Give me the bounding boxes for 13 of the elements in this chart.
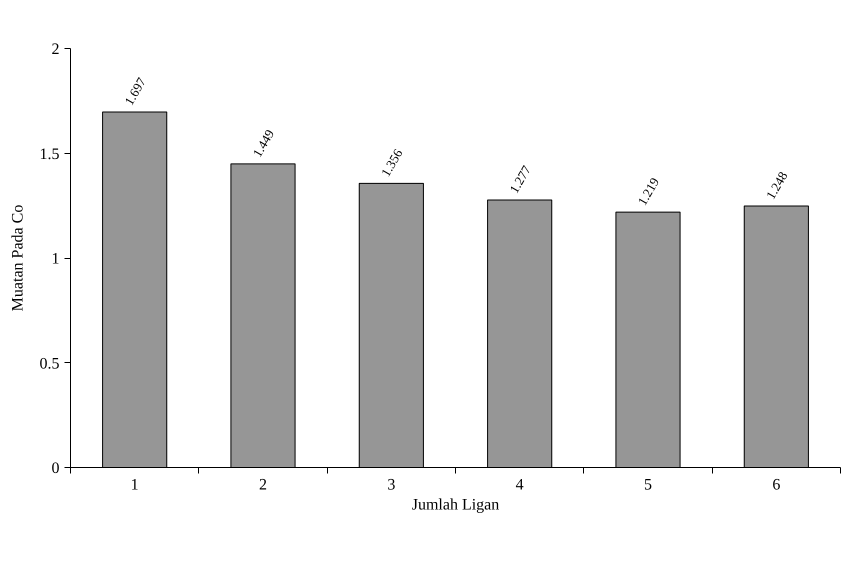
x-axis-title: Jumlah Ligan — [412, 496, 500, 514]
x-tick-label: 5 — [644, 476, 652, 494]
y-tick-label: 1 — [52, 250, 60, 268]
x-tick-label: 4 — [516, 476, 524, 494]
x-tick-label: 3 — [387, 476, 396, 494]
y-tick-label: 0.5 — [40, 355, 60, 372]
y-tick-label: 0 — [52, 460, 60, 477]
x-tick-label: 2 — [259, 476, 267, 494]
x-tick-label: 1 — [130, 476, 139, 494]
y-axis-title: Muatan Pada Co — [10, 204, 26, 312]
x-tick-label: 6 — [772, 476, 780, 494]
y-tick-label: 1.5 — [40, 146, 60, 163]
y-tick-label: 2 — [52, 41, 60, 58]
